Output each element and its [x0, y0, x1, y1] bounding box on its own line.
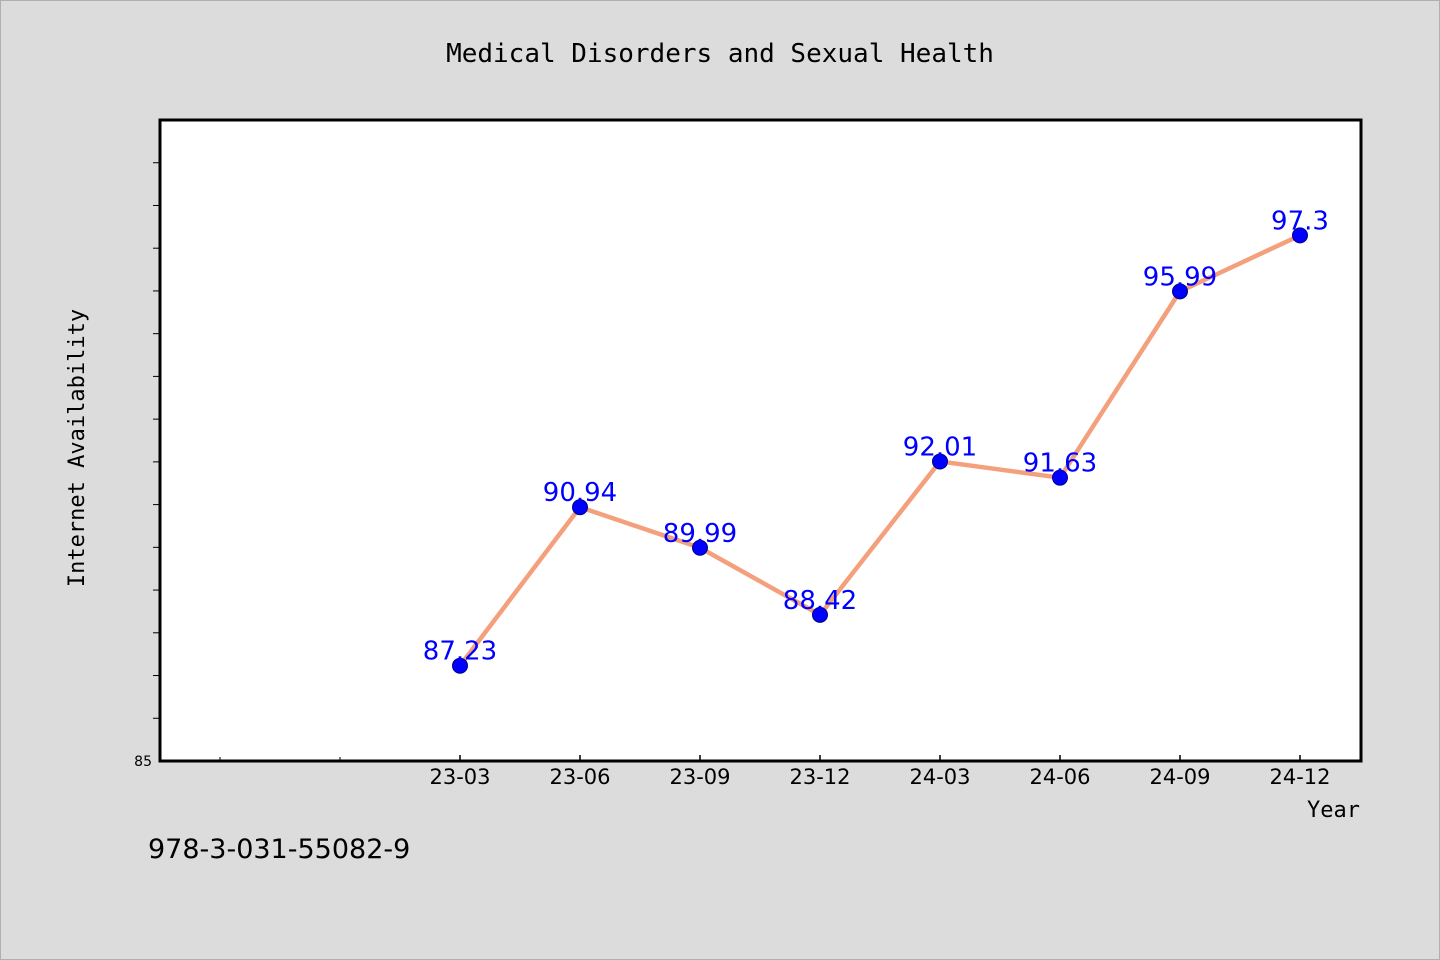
data-label: 90.94	[543, 478, 617, 508]
data-point	[932, 453, 948, 470]
x-tick-label: 24-12	[1269, 765, 1330, 789]
data-point	[812, 606, 828, 623]
x-tick-label: 23-06	[549, 765, 610, 789]
y-tick-label: 85	[134, 754, 152, 770]
data-point	[572, 499, 588, 516]
data-point	[1172, 283, 1188, 300]
y-axis-ticks: 85	[134, 162, 160, 770]
isbn-caption: 978-3-031-55082-9	[148, 834, 411, 865]
x-tick-label: 24-03	[909, 765, 970, 789]
data-point	[452, 657, 468, 674]
y-axis-label: Internet Availability	[65, 309, 90, 587]
data-point	[692, 539, 708, 556]
data-label: 97.3	[1271, 206, 1329, 236]
x-axis-ticks: 23-03 23-06 23-09 23-12 24-03 24-06 24-09 24-12	[219, 755, 1331, 789]
x-tick-label: 23-12	[789, 765, 850, 789]
chart-title: Medical Disorders and Sexual Health	[446, 39, 994, 69]
data-labels-group: 87.23 90.94 89.99 88.42 92.01 91.63 95.99 97.3	[423, 206, 1329, 666]
x-tick-label: 23-09	[669, 765, 730, 789]
data-label: 89.99	[663, 519, 737, 549]
x-axis-label: Year	[1307, 798, 1360, 823]
x-tick-label: 24-06	[1029, 765, 1090, 789]
series-line	[458, 233, 1301, 668]
series-group	[452, 227, 1308, 674]
data-label: 95.99	[1143, 262, 1217, 292]
data-label: 92.01	[903, 432, 977, 462]
x-tick-label: 23-03	[429, 765, 490, 789]
x-tick-label: 24-09	[1149, 765, 1210, 789]
data-label: 87.23	[423, 637, 497, 667]
data-label: 88.42	[783, 586, 857, 616]
plot-area	[158, 118, 1363, 763]
data-point	[1052, 469, 1068, 486]
data-point	[1292, 227, 1308, 244]
data-label: 91.63	[1023, 449, 1097, 479]
